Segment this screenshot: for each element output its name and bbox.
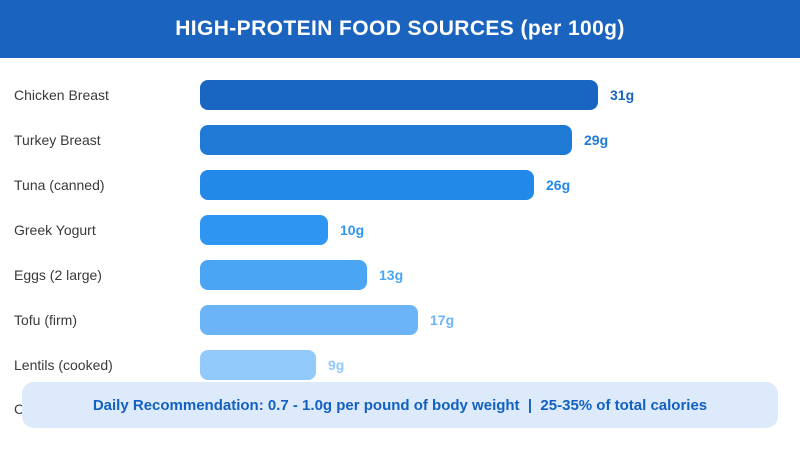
category-label: Lentils (cooked) <box>14 357 113 373</box>
category-label: Chicken Breast <box>14 87 109 103</box>
bar-row: Turkey Breast 29g <box>0 125 800 155</box>
bar <box>200 350 316 380</box>
bar-row: Tofu (firm) 17g <box>0 305 800 335</box>
bar-row: Greek Yogurt 10g <box>0 215 800 245</box>
value-label: 31g <box>610 87 635 103</box>
value-label: 13g <box>379 267 404 283</box>
bar <box>200 305 418 335</box>
category-label: Turkey Breast <box>14 132 101 148</box>
recommendation-banner: Daily Recommendation: 0.7 - 1.0g per pou… <box>22 382 778 428</box>
page-title: HIGH-PROTEIN FOOD SOURCES (per 100g) <box>175 17 625 40</box>
bar <box>200 80 598 110</box>
value-label: 17g <box>430 312 455 328</box>
header-banner: HIGH-PROTEIN FOOD SOURCES (per 100g) <box>0 0 800 58</box>
category-label: Eggs (2 large) <box>14 267 102 283</box>
bar <box>200 260 367 290</box>
partially-hidden-row-label: C <box>14 401 25 417</box>
recommendation-text: Daily Recommendation: 0.7 - 1.0g per pou… <box>92 396 708 414</box>
value-label: 10g <box>340 222 365 238</box>
bar-row: Chicken Breast 31g <box>0 80 800 110</box>
category-label: Tofu (firm) <box>14 312 77 328</box>
bar-row: Tuna (canned) 26g <box>0 170 800 200</box>
bar <box>200 125 572 155</box>
category-label: Tuna (canned) <box>14 177 105 193</box>
value-label: 9g <box>328 357 345 373</box>
bar-row: Eggs (2 large) 13g <box>0 260 800 290</box>
bar <box>200 215 328 245</box>
bar-row: Lentils (cooked) 9g <box>0 350 800 380</box>
category-label: Greek Yogurt <box>14 222 96 238</box>
value-label: 29g <box>584 132 609 148</box>
value-label: 26g <box>546 177 571 193</box>
bar <box>200 170 534 200</box>
